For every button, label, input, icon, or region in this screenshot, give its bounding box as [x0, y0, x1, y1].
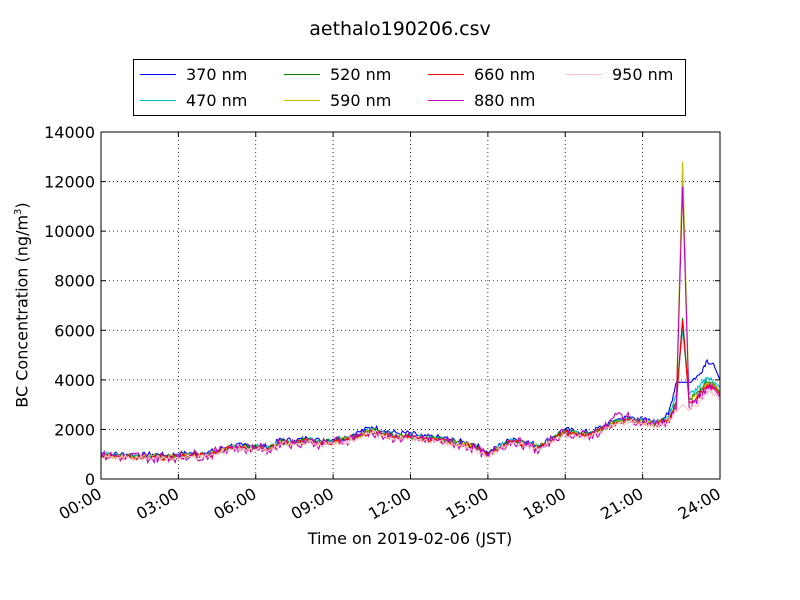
x-tick-label: 03:00 [133, 484, 182, 524]
legend-label: 880 nm [474, 90, 536, 110]
legend-label: 470 nm [186, 90, 248, 110]
x-tick-label: 09:00 [288, 484, 337, 524]
legend-swatch [284, 73, 320, 75]
y-tick-label: 0 [85, 470, 95, 489]
legend-swatch [428, 73, 464, 75]
series-lines [100, 161, 721, 465]
legend-label: 370 nm [186, 64, 248, 84]
x-tick-label: 12:00 [365, 484, 414, 524]
axis-ticks: 00:00 03:00 06:00 09:00 12:00 15:00 18:00 21:00… [44, 123, 724, 524]
legend-item: 470 nm [140, 89, 247, 111]
x-tick-label: 24:00 [675, 484, 724, 524]
y-axis-label-prefix: BC Concentration (ng/m [12, 214, 32, 408]
grid [101, 132, 720, 479]
legend: 370 nm 470 nm 520 nm 590 nm 660 nm 880 nm 950 … [133, 59, 686, 116]
y-tick-label: 12000 [44, 173, 95, 192]
legend-item: 590 nm [284, 89, 391, 111]
chart-title: aethalo190206.csv [309, 18, 491, 40]
x-tick-label: 15:00 [442, 484, 491, 524]
legend-item: 660 nm [428, 63, 535, 85]
legend-swatch [566, 73, 602, 75]
legend-label: 660 nm [474, 64, 536, 84]
legend-swatch [428, 99, 464, 101]
y-tick-label: 6000 [54, 321, 95, 340]
x-axis-label: Time on 2019-02-06 (JST) [307, 529, 513, 548]
y-tick-label: 8000 [54, 272, 95, 291]
y-tick-label: 10000 [44, 222, 95, 241]
y-tick-label: 14000 [44, 123, 95, 142]
y-tick-label: 2000 [54, 420, 95, 439]
legend-item: 520 nm [284, 63, 391, 85]
y-axis-label: BC Concentration (ng/m3) [13, 202, 32, 407]
legend-swatch [284, 99, 320, 101]
x-tick-label: 21:00 [597, 484, 646, 524]
legend-swatch [140, 73, 176, 75]
y-tick-label: 4000 [54, 371, 95, 390]
x-tick-label: 18:00 [520, 484, 569, 524]
legend-item: 950 nm [566, 63, 673, 85]
series-line-950-nm [100, 388, 721, 462]
y-axis-label-sup: 3 [13, 208, 25, 215]
x-tick-label: 06:00 [210, 484, 259, 524]
x-tick-label: 00:00 [56, 484, 105, 524]
legend-label: 590 nm [330, 90, 392, 110]
series-line-470-nm [100, 330, 721, 461]
legend-swatch [140, 99, 176, 101]
legend-label: 950 nm [612, 64, 674, 84]
legend-item: 370 nm [140, 63, 247, 85]
legend-label: 520 nm [330, 64, 392, 84]
legend-item: 880 nm [428, 89, 535, 111]
y-axis-label-suffix: ) [12, 202, 32, 209]
